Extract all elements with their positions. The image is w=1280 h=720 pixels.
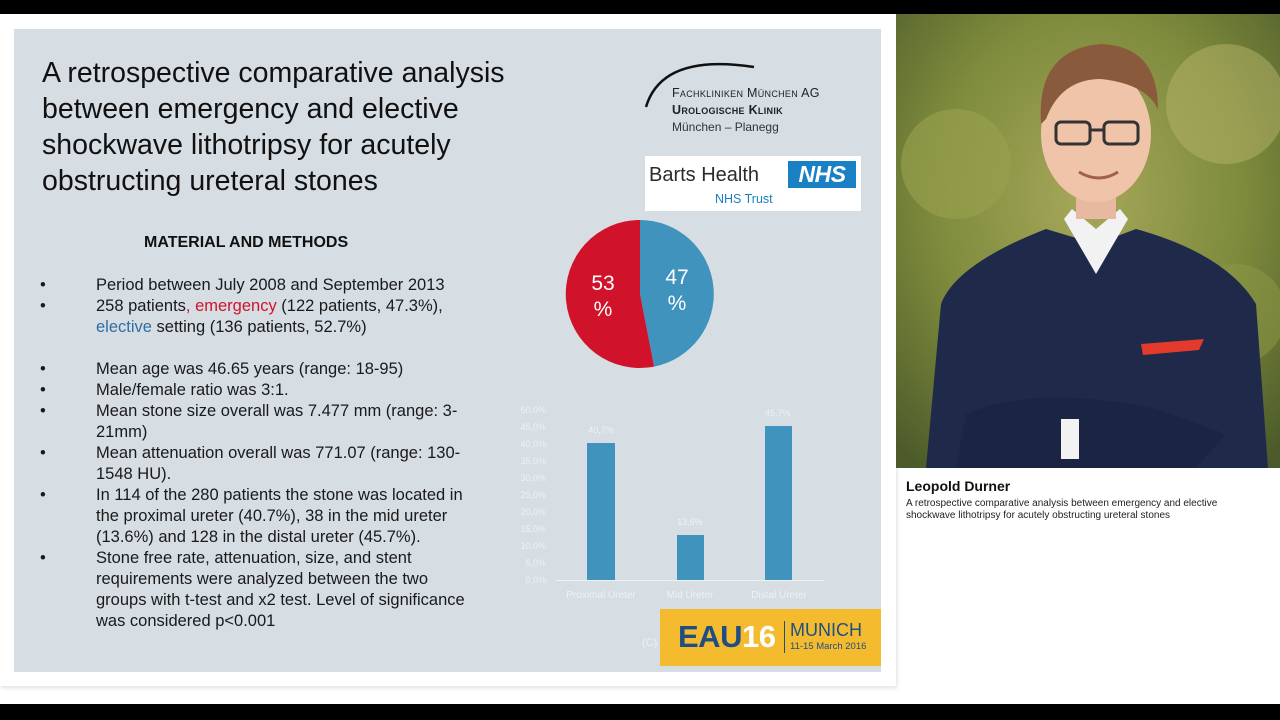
bullet-icon: • xyxy=(40,276,46,294)
pie-chart-graphic xyxy=(565,219,714,368)
copyright-mark: (C) xyxy=(642,637,658,649)
eau-city: MUNICH xyxy=(790,620,862,640)
slide-card: A retrospective comparative analysis bet… xyxy=(0,14,896,686)
y-tick: 10,0% xyxy=(520,541,546,551)
eau-year: 16 xyxy=(741,619,776,654)
y-tick: 20,0% xyxy=(520,507,546,517)
pie-label-elective: 47 % xyxy=(665,266,689,315)
barts-health-name: Barts Health xyxy=(649,164,760,186)
methods-bullet-list: • Period between July 2008 and September… xyxy=(40,275,480,632)
emergency-highlight: , emergency xyxy=(185,297,277,315)
fachkliniken-name: Fachkliniken München AG xyxy=(672,86,820,100)
bullet-icon: • xyxy=(40,486,46,504)
pie-slice-emergency xyxy=(565,219,655,368)
eau-prefix: EAU xyxy=(678,619,742,654)
y-tick: 0,0% xyxy=(525,575,546,585)
x-axis-label: Mid Ureter xyxy=(666,590,714,601)
eau-dates: 11-15 March 2016 xyxy=(790,641,867,652)
section-heading: MATERIAL AND METHODS xyxy=(144,234,349,251)
bullet-icon: • xyxy=(40,402,46,420)
speaker-name: Leopold Durner xyxy=(906,478,1011,494)
elective-highlight: elective xyxy=(96,318,152,336)
bullet-item: • Period between July 2008 and September… xyxy=(40,276,445,294)
bullet-item: • In 114 of the 280 patients the stone w… xyxy=(40,486,463,546)
x-axis-label: Proximal Ureter xyxy=(566,590,636,601)
eau-divider xyxy=(784,621,785,653)
bar-proximal-ureter xyxy=(587,443,615,580)
video-bottom-letterbox xyxy=(0,704,1280,720)
nhs-badge: NHS xyxy=(788,161,856,188)
bar-distal-ureter xyxy=(765,426,792,580)
nhs-trust-label: NHS Trust xyxy=(715,192,773,206)
y-tick: 5,0% xyxy=(525,558,546,568)
x-axis-label: Distal Ureter xyxy=(751,590,807,601)
pie-slice-elective xyxy=(640,220,714,367)
fachkliniken-logo: Fachkliniken München AG Urologische Klin… xyxy=(642,49,862,139)
bullet-item: • Stone free rate, attenuation, size, an… xyxy=(40,549,465,630)
bar-value-label: 13,6% xyxy=(677,517,703,527)
y-tick: 30,0% xyxy=(520,473,546,483)
y-tick: 45,0% xyxy=(520,422,546,432)
bullet-item: • Mean stone size overall was 7.477 mm (… xyxy=(40,402,458,441)
stone-location-bar-chart: 0,0% 5,0% 10,0% 15,0% 20,0% 25,0% 30,0% … xyxy=(500,395,845,605)
x-axis-line xyxy=(556,580,824,581)
speaker-portrait-image xyxy=(896,14,1280,468)
bullet-icon: • xyxy=(40,297,46,315)
slide-title: A retrospective comparative analysis bet… xyxy=(42,57,505,197)
bullet-icon: • xyxy=(40,444,46,462)
bullet-item: • Mean age was 46.65 years (range: 18-95… xyxy=(40,360,404,378)
y-tick: 40,0% xyxy=(520,439,546,449)
y-tick: 15,0% xyxy=(520,524,546,534)
y-tick: 35,0% xyxy=(520,456,546,466)
bullet-item: • Male/female ratio was 3:1. xyxy=(40,381,289,399)
y-tick: 25,0% xyxy=(520,490,546,500)
bullet-icon: • xyxy=(40,381,46,399)
y-tick: 50,0% xyxy=(520,405,546,415)
speaker-photo xyxy=(896,14,1280,468)
presentation-slide: A retrospective comparative analysis bet… xyxy=(14,29,881,672)
urologische-klinik: Urologische Klinik xyxy=(672,103,783,117)
bullet-item: • Mean attenuation overall was 771.07 (r… xyxy=(40,444,461,483)
video-top-letterbox xyxy=(0,0,1280,14)
eau16-congress-badge: EAU16 MUNICH 11-15 March 2016 xyxy=(660,609,881,666)
logo-arc-icon xyxy=(644,62,755,108)
bullet-item: • 258 patients, emergency (122 patients,… xyxy=(40,297,443,336)
speaker-talk-title: A retrospective comparative analysis bet… xyxy=(906,498,1218,521)
setting-pie-chart: 53 % 47 % xyxy=(565,219,715,369)
bullet-icon: • xyxy=(40,360,46,378)
bullet-icon: • xyxy=(40,549,46,567)
bar-mid-ureter xyxy=(677,535,704,580)
pie-label-emergency: 53 % xyxy=(591,272,615,321)
barts-health-logo: Barts Health NHS NHS Trust xyxy=(645,156,861,211)
fachkliniken-location: München – Planegg xyxy=(672,120,779,134)
bar-value-label: 45,7% xyxy=(765,408,791,418)
bar-value-label: 40,7% xyxy=(588,425,614,435)
